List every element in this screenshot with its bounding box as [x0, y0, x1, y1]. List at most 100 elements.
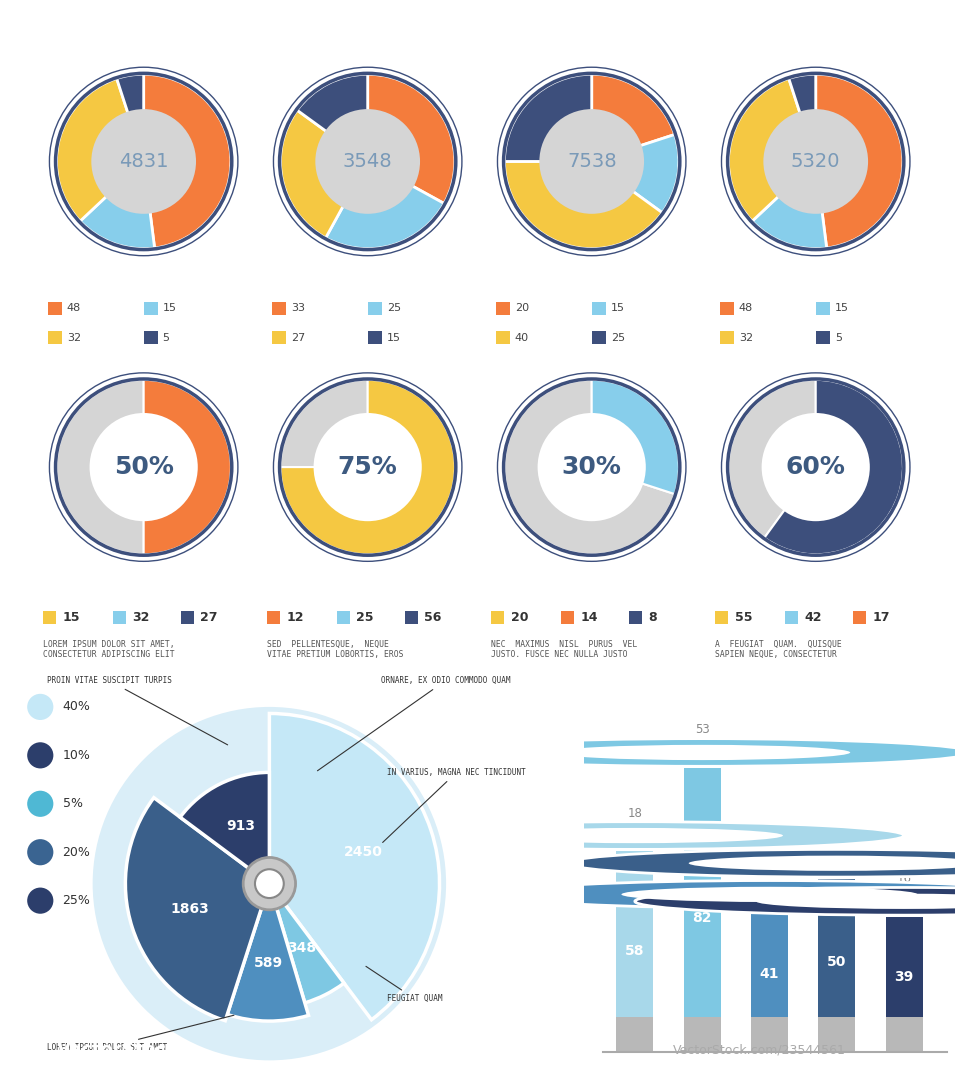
Bar [684, 1017, 721, 1052]
Text: 25%: 25% [62, 894, 91, 907]
Circle shape [255, 869, 283, 899]
Text: 14: 14 [581, 610, 598, 623]
Bar [272, 302, 285, 314]
Circle shape [244, 858, 295, 909]
Bar [720, 332, 733, 345]
Text: IN VARIUS, MAGNA NEC TINCIDUNT: IN VARIUS, MAGNA NEC TINCIDUNT [383, 768, 526, 842]
Wedge shape [368, 75, 455, 203]
Bar [885, 917, 922, 1017]
Bar [816, 302, 830, 314]
Wedge shape [56, 79, 144, 221]
Wedge shape [281, 380, 455, 554]
Text: PROIN VITAE SUSCIPIT TURPIS: PROIN VITAE SUSCIPIT TURPIS [47, 676, 228, 745]
Text: 30%: 30% [562, 455, 621, 480]
Bar [818, 1017, 855, 1052]
Circle shape [93, 707, 446, 1061]
Bar [48, 302, 61, 314]
Text: 5320: 5320 [791, 152, 841, 171]
Circle shape [554, 745, 850, 760]
Text: 1863: 1863 [170, 902, 209, 916]
Wedge shape [729, 380, 815, 538]
Wedge shape [789, 75, 815, 161]
Bar [816, 332, 830, 345]
Bar [684, 768, 721, 1017]
Text: 25: 25 [356, 610, 374, 623]
Text: 913: 913 [226, 819, 255, 833]
Text: 33: 33 [291, 303, 305, 313]
Text: 348: 348 [287, 941, 317, 955]
Bar [496, 332, 509, 345]
Wedge shape [505, 161, 662, 248]
Circle shape [92, 109, 196, 214]
Text: 16: 16 [896, 873, 912, 886]
Wedge shape [281, 380, 368, 467]
Bar [592, 332, 606, 345]
Wedge shape [281, 110, 368, 238]
Bar [491, 610, 505, 623]
Bar [272, 332, 285, 345]
Text: 2450: 2450 [344, 846, 383, 860]
Circle shape [501, 880, 974, 908]
Bar [628, 610, 642, 623]
Text: 8: 8 [649, 610, 656, 623]
Text: 3548: 3548 [343, 152, 393, 171]
Text: 15: 15 [62, 610, 80, 623]
Text: 20%: 20% [62, 846, 91, 859]
Bar [368, 332, 382, 345]
Bar [617, 1017, 654, 1052]
Text: 60%: 60% [786, 455, 845, 480]
Bar [785, 610, 799, 623]
Wedge shape [765, 380, 903, 554]
Bar [43, 610, 56, 623]
Circle shape [487, 828, 783, 843]
Wedge shape [144, 75, 231, 248]
Circle shape [538, 413, 646, 522]
Circle shape [540, 109, 644, 214]
Bar [852, 610, 866, 623]
Text: 27: 27 [201, 610, 217, 623]
Text: SED  PELLENTESQUE,  NEQUE
VITAE PRETIUM LOBORTIS, EROS: SED PELLENTESQUE, NEQUE VITAE PRETIUM LO… [267, 639, 403, 659]
Text: 50: 50 [827, 955, 846, 969]
Text: 40: 40 [515, 333, 529, 342]
Circle shape [27, 839, 54, 865]
Text: 40%: 40% [62, 701, 91, 714]
Bar [751, 1017, 788, 1052]
Wedge shape [180, 772, 270, 883]
Text: 41: 41 [760, 968, 779, 982]
Text: 15: 15 [387, 333, 400, 342]
Wedge shape [815, 75, 903, 248]
Bar [818, 879, 855, 1017]
Bar [617, 851, 654, 1017]
Bar [144, 302, 158, 314]
Text: 32: 32 [132, 610, 150, 623]
Text: 25: 25 [387, 303, 400, 313]
Text: 20: 20 [515, 303, 529, 313]
Text: 82: 82 [693, 910, 712, 924]
Text: 10%: 10% [62, 748, 91, 761]
Circle shape [762, 413, 870, 522]
Bar [48, 332, 61, 345]
Text: 20: 20 [510, 610, 528, 623]
Wedge shape [270, 883, 344, 1003]
Text: 5: 5 [835, 333, 842, 342]
Wedge shape [591, 135, 679, 213]
Text: NEC  MAXIMUS  NISL  PURUS  VEL
JUSTO. FUSCE NEC NULLA JUSTO: NEC MAXIMUS NISL PURUS VEL JUSTO. FUSCE … [491, 639, 637, 659]
Text: 5%: 5% [62, 797, 83, 810]
Text: VectorStock®: VectorStock® [56, 1041, 197, 1059]
Bar [592, 302, 606, 314]
Bar [113, 610, 127, 623]
Text: 24: 24 [829, 834, 844, 847]
Bar [885, 1017, 922, 1052]
Circle shape [27, 742, 54, 769]
Text: 15: 15 [835, 303, 848, 313]
Text: 7538: 7538 [567, 152, 617, 171]
Wedge shape [297, 75, 368, 161]
Text: 18: 18 [627, 807, 642, 820]
Wedge shape [729, 79, 815, 221]
Circle shape [621, 887, 918, 902]
Text: 48: 48 [739, 303, 753, 313]
Bar [337, 610, 351, 623]
Wedge shape [56, 380, 144, 554]
Circle shape [27, 791, 54, 816]
Circle shape [314, 413, 422, 522]
